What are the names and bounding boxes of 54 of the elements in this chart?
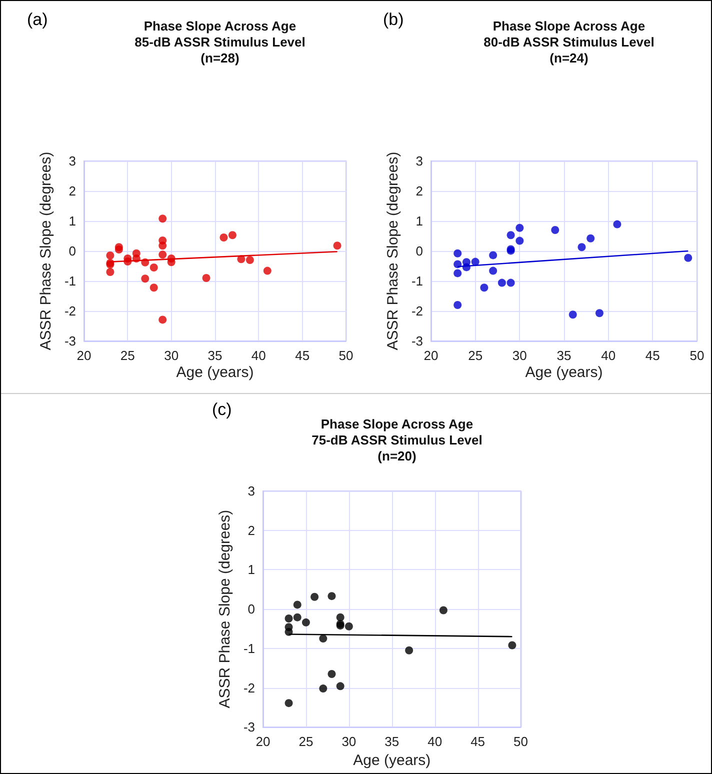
x-tick-label: 30 [164, 348, 179, 363]
x-tick-label: 40 [251, 348, 266, 363]
chart-title: Phase Slope Across Age 85-dB ASSR Stimulus Level (n=28) [134, 18, 306, 66]
y-tick-label: 0 [248, 602, 255, 617]
x-tick-label: 20 [76, 348, 92, 363]
x-tick-label: 45 [295, 348, 310, 363]
y-tick-label: 2 [416, 184, 423, 198]
y-axis-title: ASSR Phase Slope (degrees) [216, 510, 234, 708]
x-tick-label: 40 [428, 734, 442, 750]
y-tick-label: -3 [411, 334, 423, 348]
y-tick-label: -3 [64, 334, 76, 348]
y-tick-label: 2 [68, 184, 76, 198]
x-tick-label: 20 [424, 348, 438, 363]
y-tick-label: -3 [243, 720, 255, 735]
y-tick-label: -2 [411, 304, 423, 318]
x-tick-label: 25 [298, 734, 314, 750]
x-tick-label: 30 [512, 348, 527, 363]
y-tick-label: 2 [248, 522, 255, 538]
y-tick-label: -1 [243, 640, 255, 656]
text: (c) [212, 400, 232, 419]
y-tick-label: 1 [248, 562, 255, 578]
y-tick-label: 3 [416, 154, 423, 168]
x-tick-label: 45 [645, 348, 660, 363]
y-tick-label: 3 [248, 484, 255, 498]
y-tick-label: 1 [416, 214, 423, 228]
text: (b) [383, 10, 404, 29]
y-tick-label: 1 [68, 214, 76, 228]
x-axis-title: Age (years) [176, 364, 254, 381]
x-tick-label: 45 [470, 734, 486, 750]
x-axis-title: Age (years) [353, 752, 431, 769]
x-tick-label: 20 [256, 734, 270, 750]
y-tick-label: 0 [416, 244, 423, 258]
chart-title: Phase Slope Across Age 80-dB ASSR Stimulus Level (n=24) [484, 18, 654, 66]
y-tick-label: 0 [68, 244, 76, 258]
y-tick-label: -1 [411, 274, 423, 288]
x-tick-label: 25 [468, 348, 483, 363]
y-tick-label: -2 [243, 680, 255, 696]
x-tick-label: 50 [690, 348, 704, 363]
y-tick-label: 3 [68, 154, 76, 168]
y-axis-title: ASSR Phase Slope (degrees) [38, 152, 55, 350]
x-tick-label: 30 [342, 734, 356, 750]
y-axis-title: ASSR Phase Slope (degrees) [384, 152, 402, 350]
x-tick-label: 40 [601, 348, 616, 363]
x-tick-label: 50 [514, 734, 528, 750]
y-tick-label: -2 [64, 304, 76, 318]
x-tick-label: 25 [120, 348, 135, 363]
chart-title: Phase Slope Across Age 75-dB ASSR Stimulus Level (n=20) [312, 416, 482, 464]
x-tick-label: 35 [208, 348, 222, 363]
x-axis-title: Age (years) [525, 364, 603, 381]
x-tick-label: 35 [556, 348, 572, 363]
x-tick-label: 35 [384, 734, 400, 750]
y-tick-label: -1 [64, 274, 76, 288]
text: (a) [27, 10, 48, 29]
x-tick-label: 50 [338, 348, 354, 363]
